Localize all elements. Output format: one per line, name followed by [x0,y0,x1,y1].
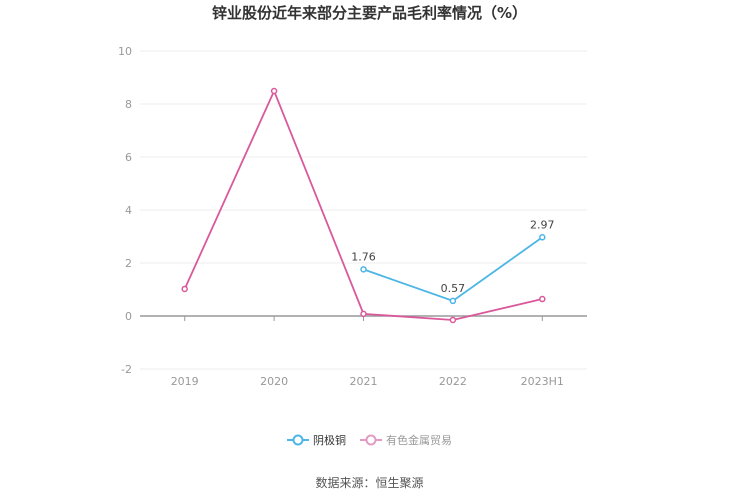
data-point[interactable] [539,295,546,303]
data-source: 数据来源：恒生聚源 [315,476,424,490]
legend: 阴极铜 有色金属贸易 [0,432,739,448]
line-chart: -2 0 2 4 6 8 10 2019 2020 2021 2022 2023H1 1.76 0.57 2… [118,45,587,388]
x-tick-label: 2019 [171,375,199,388]
legend-label: 有色金属贸易 [386,434,452,447]
x-tick-label: 2022 [439,375,467,388]
chart-title: 锌业股份近年来部分主要产品毛利率情况（%） [211,4,528,22]
y-tick-label: 10 [118,45,132,58]
data-label: 0.57 [441,282,466,295]
data-label: 1.76 [351,250,376,263]
legend-item-cathode-copper[interactable]: 阴极铜 [287,432,346,448]
data-point[interactable] [360,266,367,273]
y-tick-label: 2 [125,257,132,270]
legend-item-nonferrous-trade[interactable]: 有色金属贸易 [360,432,452,448]
y-tick-label: 4 [125,204,132,217]
data-point[interactable] [181,285,188,293]
data-point[interactable] [449,297,457,305]
y-tick-label: 0 [125,310,132,323]
x-tick-label: 2023H1 [521,375,564,388]
data-label: 2.97 [530,218,555,231]
data-point[interactable] [270,87,278,95]
y-tick-label: -2 [121,363,132,376]
line-marker-icon [287,434,309,446]
y-tick-label: 8 [125,98,132,111]
data-point[interactable] [360,310,367,318]
data-point[interactable] [539,234,546,241]
x-tick-label: 2021 [350,375,378,388]
legend-label: 阴极铜 [313,434,346,447]
y-tick-label: 6 [125,151,132,164]
x-tick-label: 2020 [260,375,288,388]
line-marker-icon [360,434,382,446]
series-line [183,88,543,321]
data-point[interactable] [449,316,457,324]
